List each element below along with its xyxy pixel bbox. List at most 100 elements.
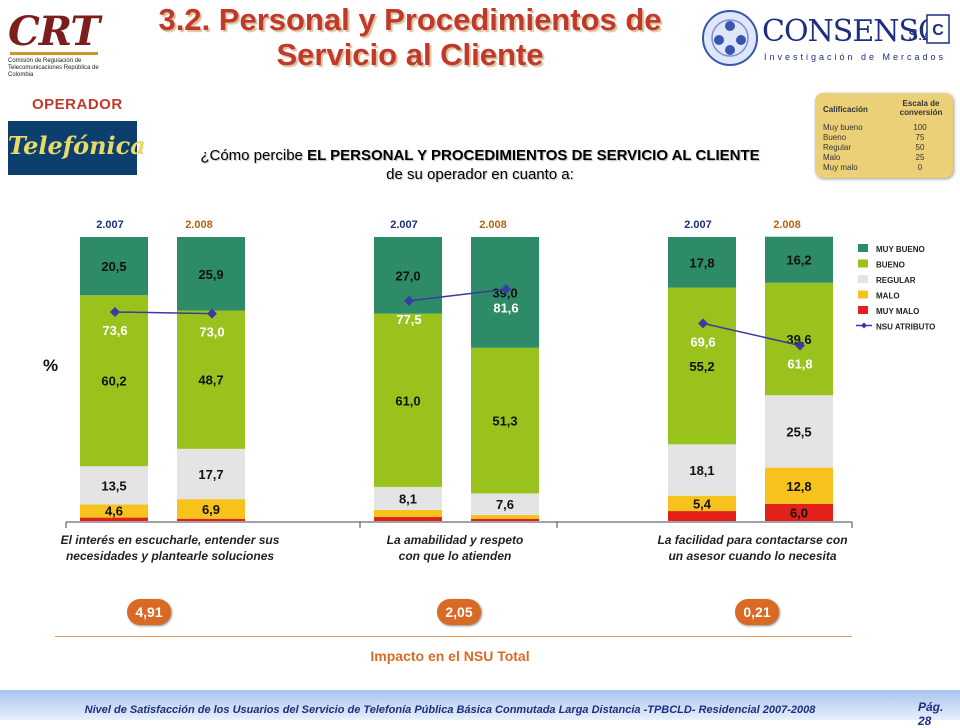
year-label: 2.008 bbox=[773, 219, 801, 231]
bar-segment bbox=[765, 467, 833, 504]
bar-segment bbox=[374, 517, 442, 521]
scale-row: Regular 50 bbox=[823, 143, 948, 152]
attribute-label: La facilidad para contactarse con un ase… bbox=[657, 533, 848, 563]
data-label: 60,2 bbox=[101, 374, 126, 389]
scale-header-left: Calificación bbox=[823, 105, 868, 114]
data-label: 5,4 bbox=[693, 496, 712, 511]
scale-row-label: Regular bbox=[823, 143, 852, 152]
stacked-bar-chart: 4,6 13,5 60,2 20,5 2.007 6,9 17,7 48,7 25,9 2.008… bbox=[65, 219, 935, 528]
data-label: 13,5 bbox=[101, 478, 126, 493]
scale-row: Bueno 75 bbox=[823, 133, 948, 142]
y-unit-label: % bbox=[43, 356, 59, 375]
crt-logo: CRT Comisión de Regulación de Telecomuni… bbox=[8, 8, 100, 82]
year-label: 2.007 bbox=[684, 219, 712, 231]
bar-segment bbox=[80, 237, 148, 296]
legend-label: NSU ATRIBUTO bbox=[876, 323, 935, 332]
bar-segment bbox=[668, 237, 736, 288]
data-label: 25,5 bbox=[786, 424, 811, 439]
scale-row-value: 100 bbox=[913, 123, 927, 132]
impact-badge: 0,21 bbox=[735, 599, 779, 625]
bar-segment bbox=[668, 444, 736, 496]
telefonica-logo-text: Telefónica bbox=[8, 131, 146, 160]
nsu-label: 81,6 bbox=[493, 300, 518, 315]
bar-segment bbox=[471, 493, 539, 516]
legend-swatch bbox=[858, 275, 868, 283]
bar-segment bbox=[668, 511, 736, 521]
data-label: 55,2 bbox=[689, 359, 714, 374]
data-label: 16,2 bbox=[786, 253, 811, 268]
legend-swatch bbox=[858, 244, 868, 252]
bar-segment bbox=[668, 287, 736, 445]
scale-row-value: 75 bbox=[915, 133, 925, 142]
data-label: 51,3 bbox=[492, 414, 517, 429]
legend-label: MUY MALO bbox=[876, 307, 919, 316]
legend-swatch bbox=[858, 259, 868, 268]
scale-row-value: 0 bbox=[917, 163, 923, 172]
legend-label: MUY BUENO bbox=[876, 245, 925, 254]
question-prefix: ¿Cómo percibe bbox=[200, 147, 308, 164]
bar-segment bbox=[471, 347, 539, 494]
bar-segment bbox=[471, 518, 539, 521]
bar-segment bbox=[80, 517, 148, 521]
data-label: 6,0 bbox=[790, 505, 808, 520]
scale-conversion-table: Calificación Escala de conversión Muy bu… bbox=[815, 93, 953, 178]
data-label: 17,7 bbox=[198, 467, 223, 482]
scale-row: Muy malo 0 bbox=[823, 163, 948, 172]
legend-label: REGULAR bbox=[876, 276, 916, 285]
bar-segment bbox=[765, 503, 833, 521]
bar-segment bbox=[177, 499, 245, 519]
data-label: 6,9 bbox=[202, 502, 220, 517]
crt-logo-underline bbox=[10, 52, 98, 55]
scale-row-label: Muy bueno bbox=[823, 123, 863, 132]
data-label: 18,1 bbox=[689, 463, 714, 478]
consenso-tagline: Investigación de Mercados bbox=[764, 52, 947, 62]
legend-marker bbox=[861, 322, 867, 329]
bar-segment bbox=[177, 310, 245, 449]
scale-row-label: Malo bbox=[823, 153, 841, 162]
bar-segment bbox=[765, 395, 833, 468]
nsu-point bbox=[501, 284, 511, 295]
telefonica-logo: Telefónica bbox=[8, 121, 146, 175]
impact-divider bbox=[55, 636, 852, 637]
data-label: 12,8 bbox=[786, 479, 811, 494]
question-suffix: de su operador en cuanto a: bbox=[386, 166, 574, 183]
footer-text: Nivel de Satisfacción de los Usuarios de… bbox=[84, 704, 816, 716]
nsu-label: 73,6 bbox=[102, 323, 127, 338]
data-label: 8,1 bbox=[399, 491, 417, 506]
data-label: 25,9 bbox=[198, 267, 223, 282]
impact-caption: Impacto en el NSU Total bbox=[370, 648, 530, 664]
data-label: 7,6 bbox=[496, 497, 514, 512]
consenso-badge-icon: C bbox=[926, 14, 950, 44]
scale-row: Muy bueno 100 bbox=[823, 123, 948, 132]
nsu-line bbox=[408, 288, 507, 302]
year-label: 2.007 bbox=[390, 219, 418, 231]
crt-logo-subtitle: Comisión de Regulación de Telecomunicaci… bbox=[8, 58, 99, 78]
impact-badge: 2,05 bbox=[437, 599, 481, 625]
bar-segment bbox=[471, 515, 539, 519]
bar-segment bbox=[177, 237, 245, 311]
footer-bar bbox=[0, 690, 960, 720]
nsu-point bbox=[795, 340, 805, 351]
survey-question: ¿Cómo percibe EL PERSONAL Y PROCEDIMIENT… bbox=[200, 146, 760, 184]
nsu-label: 73,0 bbox=[199, 325, 224, 340]
scale-row-value: 25 bbox=[915, 153, 925, 162]
bar-segment bbox=[668, 495, 736, 512]
nsu-point bbox=[110, 306, 120, 317]
bar-segment bbox=[177, 518, 245, 521]
legend-label: BUENO bbox=[876, 261, 905, 270]
scale-header-right: Escala de conversión bbox=[899, 99, 943, 117]
bar-segment bbox=[80, 504, 148, 518]
legend-swatch bbox=[858, 290, 868, 299]
attribute-label: La amabilidad y respeto con que lo atien… bbox=[386, 533, 524, 563]
nsu-label: 77,5 bbox=[396, 312, 421, 327]
bar-segment bbox=[765, 282, 833, 396]
year-label: 2.008 bbox=[185, 219, 213, 231]
nsu-point bbox=[404, 295, 414, 306]
bar-segment bbox=[374, 486, 442, 510]
year-label: 2.008 bbox=[479, 219, 507, 231]
bar-segment bbox=[177, 448, 245, 500]
bar-segment bbox=[765, 236, 833, 283]
page-title-line2: Servicio al Cliente bbox=[276, 37, 544, 72]
attribute-label: El interés en escucharle, entender sus n… bbox=[60, 533, 280, 563]
data-label: 20,5 bbox=[101, 259, 126, 274]
